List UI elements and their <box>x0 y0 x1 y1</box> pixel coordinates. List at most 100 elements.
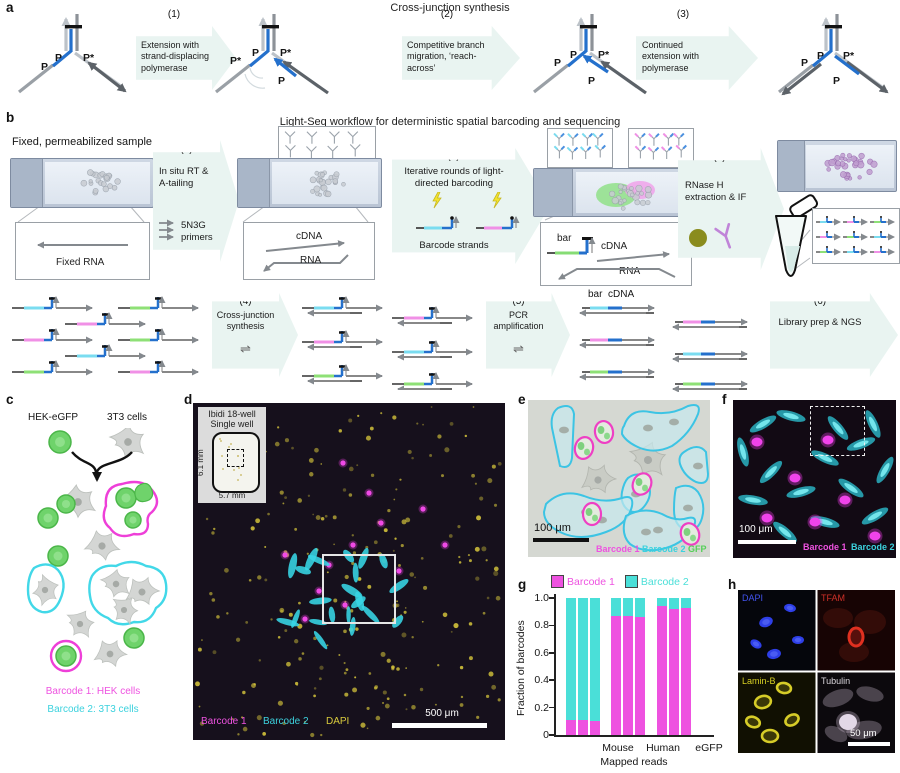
workflow-step-1-number: (1) <box>180 144 193 155</box>
workflow-step-2-text: Iterative rounds of light-directed barco… <box>404 166 504 189</box>
barcode2-cell <box>361 605 380 624</box>
scale-text: 100 μm <box>739 524 773 535</box>
dapi-nucleus-dot <box>475 576 480 581</box>
legend-swatch <box>551 575 564 588</box>
dapi-nucleus-dot <box>319 665 324 670</box>
barcode2-cell <box>352 562 359 583</box>
barcode1-spot <box>342 602 348 608</box>
barcode2-cell <box>392 615 404 628</box>
junction-mesh-icon <box>349 144 361 157</box>
dapi-nucleus-dot <box>453 622 459 629</box>
dapi-nucleus-dot <box>318 677 322 681</box>
barcode1-outlined-cell <box>631 472 653 496</box>
barcode2-cell <box>776 410 806 422</box>
step-3-number: (3) <box>676 9 690 20</box>
pcr-duplex-icon <box>672 350 748 363</box>
junction-mesh-icon <box>553 132 565 146</box>
barcoding-overview-image: Ibidi 18-well Single well 6.1 mm 5.7 mm … <box>193 403 505 740</box>
cell-nucleus <box>653 526 663 534</box>
dapi-nucleus-dot <box>471 473 475 478</box>
junction-mesh-icon <box>660 146 673 160</box>
dapi-nucleus-dot <box>312 513 315 516</box>
dapi-nucleus-dot <box>270 618 273 621</box>
tfam-faint-cell <box>839 642 869 662</box>
strand-label: P* <box>280 47 292 59</box>
panel-a-label: a <box>6 0 14 15</box>
cell-mixing-diagram <box>26 428 168 673</box>
equilibrium-arrows-icon: ⇌ <box>240 341 251 356</box>
dapi-nucleus-dot <box>248 578 252 582</box>
dapi-nucleus-dot <box>324 514 328 518</box>
cell-nucleus <box>683 504 693 512</box>
sample-label: Fixed, permeabilized sample <box>12 136 153 148</box>
strand-label: P <box>570 49 577 61</box>
fibroblast-cell-icon <box>93 639 129 668</box>
dapi-nucleus-dot <box>256 715 262 721</box>
lightning-icon <box>492 192 502 209</box>
dapi-nucleus-dot <box>286 661 291 667</box>
step-1-text: Extension with strand-displacing polymer… <box>141 40 210 73</box>
dapi-nucleus-dot <box>231 718 234 720</box>
junction-mesh-icon <box>662 132 675 146</box>
hek-egfp-cell-icon <box>55 645 77 667</box>
dapi-nucleus-dot <box>297 498 303 503</box>
barcode2-channel-label: Barcode 2 <box>642 544 686 554</box>
dapi-nucleus-dot <box>421 620 424 623</box>
dapi-nucleus-dot <box>333 543 335 546</box>
dna-mesh-icon <box>553 132 606 160</box>
scale-bar <box>738 540 796 544</box>
scale-text: 100 μm <box>534 522 571 534</box>
bar-segment-barcode1 <box>669 608 679 735</box>
dapi-nucleus-dot <box>380 651 386 657</box>
barcode2-cell <box>865 410 881 438</box>
cdna-rna-zoom-box: cDNA RNA <box>243 222 375 280</box>
dapi-nucleus-dot <box>369 426 374 431</box>
barcode-fluorescence-image: 100 μm Barcode 1 Barcode 2 <box>733 400 896 558</box>
well-cells-dot <box>221 454 224 457</box>
dapi-nucleus-dot <box>343 629 347 634</box>
dapi-nucleus-dot <box>352 687 358 693</box>
panel-e-label: e <box>518 392 526 407</box>
fluorescence-field <box>195 406 502 738</box>
dapi-nucleus-dot <box>237 733 240 736</box>
barcode2-cell <box>749 415 777 433</box>
workflow-step-6-arrow: (6) Library prep & NGS <box>770 293 898 377</box>
dapi-nucleus-dot <box>486 596 490 600</box>
dapi-nucleus-dot <box>262 732 266 736</box>
dapi-nucleus-dot <box>356 464 359 467</box>
dapi-nucleus-dot <box>294 639 299 644</box>
strand-label: P* <box>843 50 855 62</box>
extracted-strand-icon <box>843 216 868 226</box>
dapi-nucleus-dot <box>320 463 323 465</box>
dapi-nucleus-dot <box>344 692 349 697</box>
x-category-label: eGFP <box>695 742 723 754</box>
step-1-arrow: Extension with strand-displacing polymer… <box>136 26 236 90</box>
barcode1-nucleus <box>759 510 775 526</box>
dapi-nucleus-dot <box>224 568 229 573</box>
light-directed-barcoding-icon <box>416 192 520 230</box>
dapi-nucleus-dot <box>449 421 454 426</box>
barcoded-strand-icon <box>12 296 93 312</box>
well-inset-line2: Single well <box>210 419 254 429</box>
lightning-icon <box>432 192 442 209</box>
dapi-nucleus-dot <box>298 601 301 605</box>
dapi-nucleus-dot <box>313 694 316 698</box>
barcode1-outlined-cell <box>573 436 595 460</box>
dapi-nucleus-dot <box>405 517 411 523</box>
y-tick-label: 1.0 <box>534 592 549 604</box>
cell-nucleus <box>669 418 679 426</box>
dapi-nucleus-dot <box>308 458 314 463</box>
dapi-nucleus-dot <box>491 464 496 469</box>
dapi-nucleus-dot <box>419 687 424 692</box>
barcode2-cell <box>827 416 849 440</box>
laminb-ring <box>753 694 773 710</box>
dapi-nucleus-dot <box>342 488 347 492</box>
well-width-label: 5.7 mm <box>218 491 246 500</box>
barcode1-nucleus <box>787 470 803 486</box>
barcoded-region-inset-1 <box>547 128 613 168</box>
step-2-number: (2) <box>440 9 454 20</box>
dapi-nucleus-dot <box>264 545 267 548</box>
barcode-fraction-chart: Barcode 1 Barcode 2 Fraction of barcodes … <box>515 575 723 773</box>
dapi-stain-label: DAPI <box>742 593 764 603</box>
extracted-strand-icon <box>870 246 895 256</box>
